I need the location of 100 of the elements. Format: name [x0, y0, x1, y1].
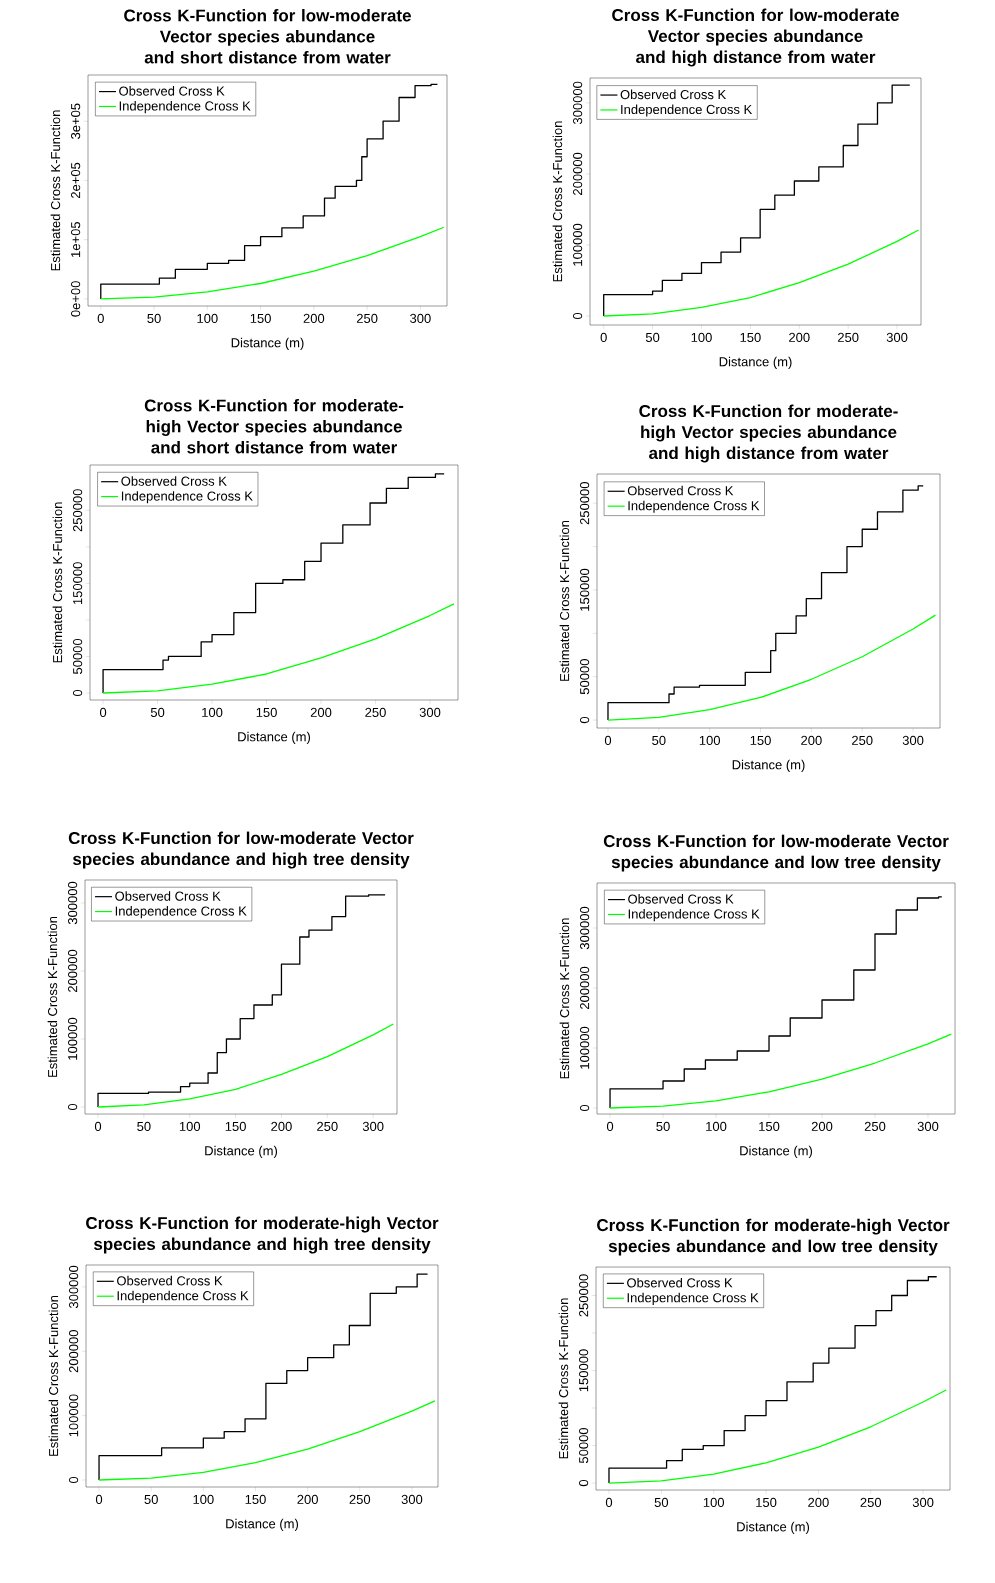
x-tick-label: 100 [193, 1494, 214, 1504]
x-tick-label: 250 [837, 332, 859, 342]
y-tick-label: 100000 [68, 1017, 78, 1060]
x-tick-label: 300 [410, 313, 431, 323]
y-tick-label: 150000 [579, 1349, 589, 1392]
line-series [102, 603, 455, 694]
x-tick-label: 50 [645, 332, 660, 342]
x-tick-label: 100 [706, 1121, 727, 1131]
chart-title: Cross K-Function for low-moderate Vector species abundance and low tree density [603, 834, 949, 872]
x-tick-label: 200 [789, 332, 810, 342]
line-series [607, 614, 937, 721]
y-tick-label: 0 [68, 1103, 78, 1111]
x-tick-label: 0 [606, 1121, 614, 1131]
y-tick-label: 200000 [573, 152, 583, 195]
x-tick-label: 300 [917, 1121, 939, 1131]
x-axis-title: Distance (m) [231, 337, 304, 350]
x-tick-label: 150 [250, 313, 271, 323]
legend-label: Observed Cross K [627, 1277, 733, 1288]
x-tick-label: 200 [303, 313, 325, 323]
y-tick-label: 3e+05 [71, 103, 81, 139]
x-tick-label: 50 [654, 1497, 669, 1507]
legend-label: Independence Cross K [121, 491, 253, 504]
legend-label: Observed Cross K [628, 894, 734, 904]
x-tick-label: 300 [362, 1121, 384, 1131]
x-tick-label: 300 [902, 735, 924, 745]
y-tick-label: 250000 [579, 1274, 589, 1317]
y-axis-title: Estimated Cross K-Function [52, 502, 63, 663]
chart-title: Cross K-Function for moderate-high Vector species abundance and high distance from water [639, 404, 898, 463]
y-tick-label: 0 [580, 716, 590, 724]
y-tick-label: 150000 [73, 562, 83, 605]
y-tick-label: 300000 [69, 1265, 79, 1309]
x-tick-label: 100 [202, 707, 223, 717]
y-axis-title: Estimated Cross K-Function [558, 1298, 569, 1459]
y-tick-label: 50000 [73, 638, 83, 675]
chart-title: Cross K-Function for low-moderate Vector species abundance and high distance from water [612, 8, 899, 67]
y-tick-label: 100000 [573, 223, 583, 266]
x-axis-title: Distance (m) [740, 1145, 813, 1158]
y-tick-label: 50000 [579, 1427, 589, 1464]
chart-title: Cross K-Function for moderate-high Vector species abundance and high tree density [86, 1216, 439, 1254]
y-tick-label: 0e+00 [71, 281, 81, 317]
x-tick-label: 300 [912, 1497, 934, 1507]
x-tick-label: 150 [756, 1497, 777, 1507]
x-tick-label: 200 [310, 707, 332, 717]
x-tick-label: 250 [852, 735, 873, 745]
legend-label: Observed Cross K [620, 89, 727, 100]
legend-label: Independence Cross K [628, 500, 760, 513]
x-axis-title: Distance (m) [719, 356, 792, 369]
legend-label: Independence Cross K [627, 1292, 759, 1305]
legend-label: Observed Cross K [627, 485, 734, 496]
legend-label: Observed Cross K [115, 891, 221, 901]
x-axis-title: Distance (m) [737, 1521, 810, 1534]
x-tick-label: 250 [860, 1497, 882, 1507]
y-tick-label: 300000 [580, 906, 590, 950]
x-tick-label: 50 [150, 707, 165, 717]
x-tick-label: 250 [349, 1494, 371, 1504]
y-tick-label: 100000 [580, 1026, 590, 1069]
x-tick-label: 0 [99, 707, 107, 717]
x-tick-label: 0 [600, 332, 607, 342]
x-tick-label: 300 [886, 332, 908, 342]
x-tick-label: 200 [271, 1121, 292, 1131]
x-axis-title: Distance (m) [732, 759, 805, 772]
x-tick-label: 250 [365, 707, 386, 717]
y-tick-label: 200000 [68, 949, 78, 993]
y-tick-label: 100000 [69, 1394, 79, 1437]
y-tick-label: 200000 [580, 966, 590, 1010]
x-tick-label: 50 [652, 735, 666, 745]
y-tick-label: 0 [579, 1479, 589, 1487]
legend-label: Observed Cross K [121, 476, 227, 486]
legend-label: Independence Cross K [628, 909, 760, 922]
y-tick-label: 50000 [580, 659, 590, 695]
x-tick-label: 50 [147, 313, 161, 323]
y-tick-label: 250000 [73, 489, 83, 532]
line-series [609, 1033, 952, 1109]
chart-title: Cross K-Function for moderate-high Vector species abundance and low tree density [597, 1218, 950, 1256]
line-series [98, 1400, 436, 1481]
x-tick-label: 250 [317, 1121, 338, 1131]
x-tick-label: 50 [656, 1121, 670, 1131]
x-tick-label: 100 [699, 735, 721, 745]
legend-label: Independence Cross K [119, 101, 251, 114]
x-tick-label: 50 [137, 1121, 151, 1131]
y-tick-label: 0 [73, 689, 83, 697]
x-tick-label: 100 [691, 332, 712, 342]
x-tick-label: 0 [94, 1121, 102, 1131]
line-series [603, 229, 920, 317]
y-axis-title: Estimated Cross K-Function [48, 1295, 59, 1456]
y-tick-label: 2e+05 [71, 162, 81, 199]
x-tick-label: 250 [864, 1121, 886, 1131]
legend-label: Independence Cross K [621, 104, 753, 117]
x-tick-label: 100 [197, 313, 218, 323]
line-series [97, 1023, 394, 1108]
legend-label: Independence Cross K [117, 1290, 249, 1303]
y-tick-label: 300000 [573, 81, 583, 125]
line-series [608, 1389, 947, 1484]
x-tick-label: 300 [419, 707, 441, 717]
x-tick-label: 0 [95, 1494, 103, 1504]
y-axis-title: Estimated Cross K-Function [559, 520, 570, 681]
x-axis-title: Distance (m) [205, 1145, 278, 1158]
x-tick-label: 200 [801, 735, 822, 745]
chart-title: Cross K-Function for moderate-high Vector species abundance and short distance from water [144, 399, 404, 454]
y-tick-label: 1e+05 [71, 221, 81, 257]
